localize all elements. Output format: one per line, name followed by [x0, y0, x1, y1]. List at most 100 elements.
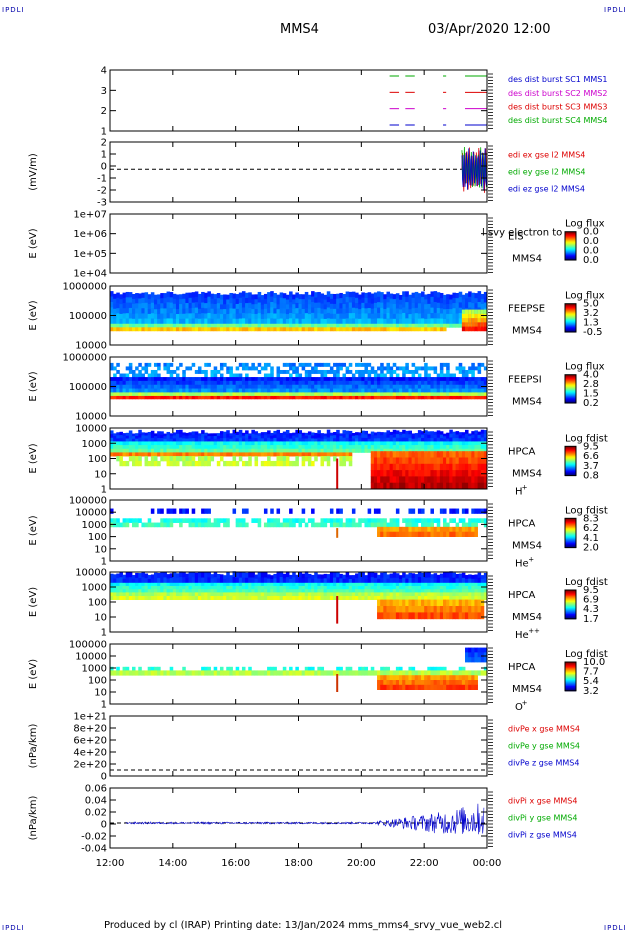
spectrogram-cell-feepse: [273, 327, 277, 332]
spectrogram-cell-feepsi: [477, 377, 482, 382]
spectrogram-cell-feepsi: [175, 395, 180, 400]
spectrogram-cell-feepse: [191, 318, 196, 325]
spectrogram-cell-hpca_h: [144, 452, 149, 457]
spectrogram-cell-hpca_h: [358, 448, 362, 453]
spectrogram-cell-hpca_h: [160, 438, 164, 442]
spectrogram-cell-feepsi: [223, 388, 227, 393]
spectrogram-cell-hpca_h: [436, 441, 441, 446]
spectrogram-cell-hpca_he2: [210, 592, 215, 597]
spectrogram-cell-hpca_h: [304, 438, 309, 442]
spectrogram-cell-feepse: [219, 327, 224, 332]
spectrogram-cell-hpca_he2: [446, 582, 450, 587]
spectrogram-cell-feepsi: [116, 388, 120, 393]
spectrogram-cell-feepse: [226, 304, 230, 310]
spectrogram-cell-feepsi: [141, 395, 145, 400]
spectrogram-cell-feepse: [141, 297, 145, 304]
spectrogram-cell-hpca_h: [311, 441, 315, 446]
spectrogram-cell-feepse: [399, 294, 403, 301]
spectrogram-cell-hpca_h: [295, 437, 299, 442]
spectrogram-cell-hpca_h: [160, 452, 164, 457]
spectrogram-cell-hpca_he2: [257, 586, 262, 590]
colorbar-segment-hpca_h: [565, 465, 576, 468]
spectrogram-cell-feepse: [141, 303, 145, 309]
spectrogram-cell-hpca_h: [483, 476, 488, 484]
spectrogram-cell-hpca_he2: [452, 582, 456, 587]
colorbar-segment-hpca_he1: [565, 532, 576, 535]
spectrogram-cell-feepsi: [150, 380, 155, 386]
spectrogram-cell-hpca_he1: [232, 508, 237, 514]
spectrogram-cell-feepse: [307, 299, 312, 305]
spectrogram-cell-feepsi: [468, 384, 472, 389]
spectrogram-cell-hpca_he2: [408, 612, 412, 620]
spectrogram-cell-hpca_h: [254, 456, 259, 462]
spectrogram-cell-hpca_h: [430, 441, 434, 446]
spectrogram-cell-hpca_he2: [304, 571, 309, 578]
spectrogram-cell-hpca_he2: [452, 592, 456, 597]
spectrogram-cell-hpca_h: [439, 448, 444, 453]
spectrogram-cell-feepse: [110, 296, 114, 303]
spectrogram-cell-hpca_he2: [380, 606, 384, 613]
spectrogram-cell-hpca_h: [279, 448, 284, 453]
spectrogram-cell-hpca_h: [153, 438, 158, 442]
spectrogram-cell-feepse: [116, 327, 120, 332]
spectrogram-cell-feepsi: [402, 369, 406, 374]
spectrogram-cell-hpca_he2: [414, 592, 419, 597]
spectrogram-cell-hpca_he2: [235, 577, 240, 584]
spectrogram-cell-hpca_h: [468, 482, 472, 490]
spectrogram-cell-feepsi: [452, 373, 456, 378]
spectrogram-cell-feepse: [455, 318, 460, 325]
spectrogram-cell-hpca_he2: [260, 586, 265, 590]
spectrogram-cell-hpca_h: [355, 441, 359, 446]
spectrogram-cell-feepse: [175, 309, 180, 315]
spectrogram-cell-hpca_o: [157, 670, 161, 676]
spectrogram-cell-feepsi: [373, 369, 378, 374]
spectrogram-cell-feepsi: [383, 384, 387, 389]
spectrogram-cell-feepsi: [326, 377, 331, 382]
spectrogram-cell-feepsi: [317, 369, 321, 374]
extra-label-eis: l svy electron to: [482, 228, 562, 239]
spectrogram-cell-hpca_h: [433, 470, 438, 477]
colorbar-segment-eis: [565, 237, 576, 240]
spectrogram-cell-hpca_h: [298, 445, 303, 450]
spectrogram-cell-hpca_he1: [408, 508, 412, 514]
spectrogram-cell-feepsi: [402, 366, 406, 371]
spectrogram-cell-hpca_h: [153, 456, 158, 462]
spectrogram-cell-feepse: [175, 314, 180, 320]
spectrogram-cell-feepsi: [417, 384, 422, 389]
spectrogram-cell-hpca_he2: [477, 599, 482, 607]
colorbar-segment-feepsi: [565, 392, 576, 395]
spectrogram-cell-hpca_he2: [251, 577, 255, 584]
spectrogram-cell-feepse: [468, 313, 472, 319]
spectrogram-cell-hpca_o: [169, 666, 174, 671]
spectrogram-cell-hpca_h: [399, 431, 403, 436]
spectrogram-cell-hpca_h: [317, 433, 321, 439]
spectrogram-cell-hpca_h: [235, 448, 240, 453]
spectrogram-cell-hpca_he2: [430, 596, 434, 600]
spectrogram-cell-hpca_h: [144, 432, 149, 436]
colorbar-segment-hpca_he2: [565, 599, 576, 602]
spectrogram-cell-feepsi: [229, 392, 233, 397]
spectrogram-cell-hpca_h: [468, 436, 472, 440]
spectrogram-cell-hpca_h: [292, 441, 296, 446]
spectrogram-cell-hpca_he2: [138, 577, 142, 584]
spectrogram-cell-hpca_h: [273, 445, 277, 450]
spectrogram-cell-hpca_he2: [355, 573, 359, 579]
spectrogram-cell-feepsi: [471, 392, 475, 397]
spectrogram-cell-feepse: [251, 313, 255, 320]
spectrogram-cell-feepse: [405, 296, 409, 303]
spectrogram-cell-hpca_he2: [116, 586, 120, 590]
panel-frame-eis: [109, 213, 488, 274]
spectrogram-cell-feepse: [169, 318, 174, 325]
spectrogram-cell-hpca_he2: [461, 592, 466, 597]
spectrogram-cell-feepsi: [433, 384, 438, 389]
spectrogram-cell-hpca_h: [408, 434, 412, 439]
spectrogram-cell-feepsi: [452, 388, 456, 393]
spectrogram-cell-hpca_h: [427, 476, 431, 484]
spectrogram-cell-feepsi: [235, 388, 240, 393]
panel-frame-edi: [109, 141, 488, 203]
spectrogram-cell-hpca_he2: [323, 578, 328, 584]
spectrogram-cell-hpca_h: [377, 470, 381, 477]
spectrogram-cell-feepse: [424, 327, 428, 332]
spectrogram-cell-hpca_h: [122, 435, 127, 440]
spectrogram-cell-hpca_h: [433, 463, 438, 471]
